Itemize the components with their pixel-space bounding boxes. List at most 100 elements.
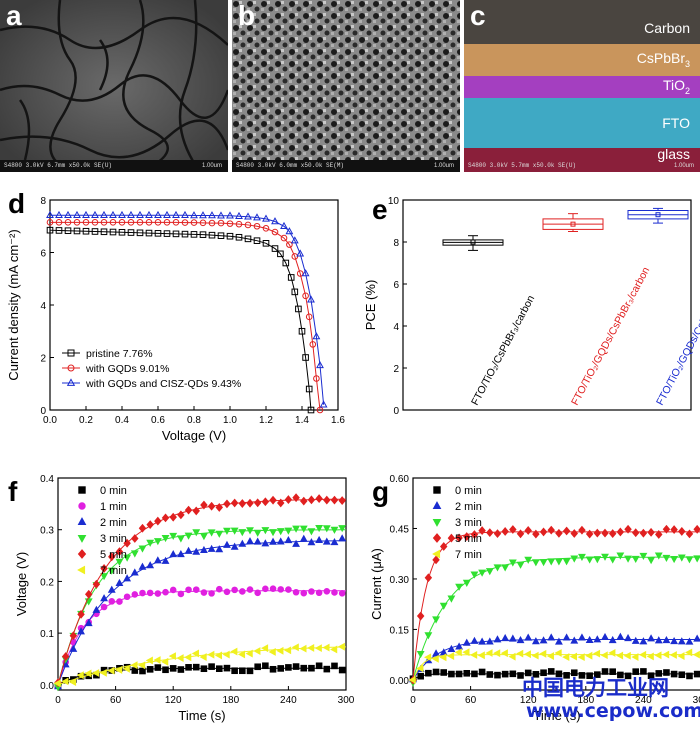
data-point xyxy=(632,668,640,675)
data-point xyxy=(447,533,456,543)
data-point xyxy=(276,498,285,508)
data-point xyxy=(100,564,108,573)
data-point xyxy=(109,210,117,218)
data-point xyxy=(246,586,254,593)
data-point xyxy=(323,588,331,595)
data-point xyxy=(440,669,448,676)
data-point xyxy=(493,564,502,572)
watermark-cn: 中国电力工业网 xyxy=(522,676,669,700)
y-tick-label: 0 xyxy=(393,406,399,417)
data-point xyxy=(554,558,563,566)
data-point xyxy=(302,292,309,300)
data-point xyxy=(138,562,147,570)
legend-marker xyxy=(432,501,442,510)
data-point xyxy=(617,671,624,679)
sem-image-a: S4800 3.0kV 6.7mm x50.0k SE(U) 1.00um a xyxy=(0,0,228,172)
x-tick-label: 180 xyxy=(222,695,239,706)
data-point xyxy=(593,528,602,538)
data-point xyxy=(130,550,139,558)
data-point xyxy=(486,671,494,678)
data-point xyxy=(516,529,525,539)
data-point xyxy=(277,665,285,672)
data-point xyxy=(68,678,77,686)
chart-d: 0.0 0.2 0.4 0.6 0.8 1.0 1.2 1.4 1.6 0 2 4 6 8 Voltage … xyxy=(6,196,345,443)
label-carbon: Carbon xyxy=(644,20,690,36)
data-point xyxy=(122,664,130,673)
data-point xyxy=(600,651,608,660)
data-point xyxy=(616,527,625,537)
data-point xyxy=(246,527,254,535)
data-point xyxy=(693,634,700,642)
data-point xyxy=(199,545,208,554)
sem-b-porous xyxy=(232,0,460,172)
data-point xyxy=(199,211,207,219)
legend-marker xyxy=(432,518,442,527)
data-point xyxy=(662,554,671,562)
data-point xyxy=(539,559,548,567)
data-point xyxy=(616,552,625,560)
data-point xyxy=(305,313,313,321)
data-point xyxy=(685,556,694,564)
legend-label: 2 min xyxy=(100,517,127,529)
data-point xyxy=(215,665,223,672)
data-point xyxy=(123,554,132,562)
data-point xyxy=(123,593,131,601)
data-point xyxy=(608,556,617,564)
y-axis-label: Current (μA) xyxy=(369,548,384,620)
data-point xyxy=(547,668,555,675)
data-point xyxy=(578,553,586,561)
data-point xyxy=(162,666,169,674)
x-tick-label: 300 xyxy=(338,695,355,706)
data-point xyxy=(116,598,123,605)
label-cspbbr3-sub: 3 xyxy=(684,58,690,69)
data-point xyxy=(647,634,656,642)
data-point xyxy=(454,648,462,657)
data-point xyxy=(108,552,116,562)
data-point xyxy=(231,667,238,675)
data-point xyxy=(200,589,208,596)
legend-label: 2 min xyxy=(455,501,482,513)
data-point xyxy=(485,568,494,576)
data-point xyxy=(230,498,239,508)
legend-marker xyxy=(77,517,87,526)
data-point xyxy=(145,229,153,237)
data-point xyxy=(73,210,81,218)
data-point xyxy=(539,527,548,537)
data-point xyxy=(601,528,609,538)
data-point xyxy=(338,589,346,597)
data-point xyxy=(624,672,632,680)
data-point xyxy=(153,556,162,564)
y-tick-label: 0.3 xyxy=(40,526,54,537)
data-point xyxy=(107,585,116,593)
series-5 xyxy=(53,642,347,688)
data-point xyxy=(64,210,72,218)
data-point xyxy=(654,552,663,560)
data-point xyxy=(61,652,70,661)
label-cspbbr3: CsPbBr3 xyxy=(637,50,690,69)
data-point xyxy=(118,228,126,236)
data-point xyxy=(208,663,215,670)
data-point xyxy=(276,646,284,655)
data-point xyxy=(470,651,478,659)
data-point xyxy=(315,589,323,597)
data-point xyxy=(330,526,339,534)
legend-label: 0 min xyxy=(455,485,482,497)
category-label: FTO/TiO₂/GQDs/CsPbBr₃/carbon xyxy=(569,265,652,407)
legend-marker xyxy=(67,364,75,372)
series-4 xyxy=(54,493,347,688)
data-point xyxy=(190,231,198,238)
data-point xyxy=(199,231,207,238)
data-point xyxy=(181,230,189,238)
data-point xyxy=(299,644,307,653)
data-point xyxy=(115,578,124,587)
plot-frame xyxy=(402,199,692,411)
data-point xyxy=(631,636,640,644)
data-point xyxy=(118,210,126,218)
data-point xyxy=(190,219,198,226)
data-point xyxy=(127,229,135,236)
data-point xyxy=(517,672,524,679)
data-point xyxy=(226,232,234,240)
data-point xyxy=(455,533,463,543)
data-point xyxy=(662,650,670,659)
data-point xyxy=(554,637,563,645)
